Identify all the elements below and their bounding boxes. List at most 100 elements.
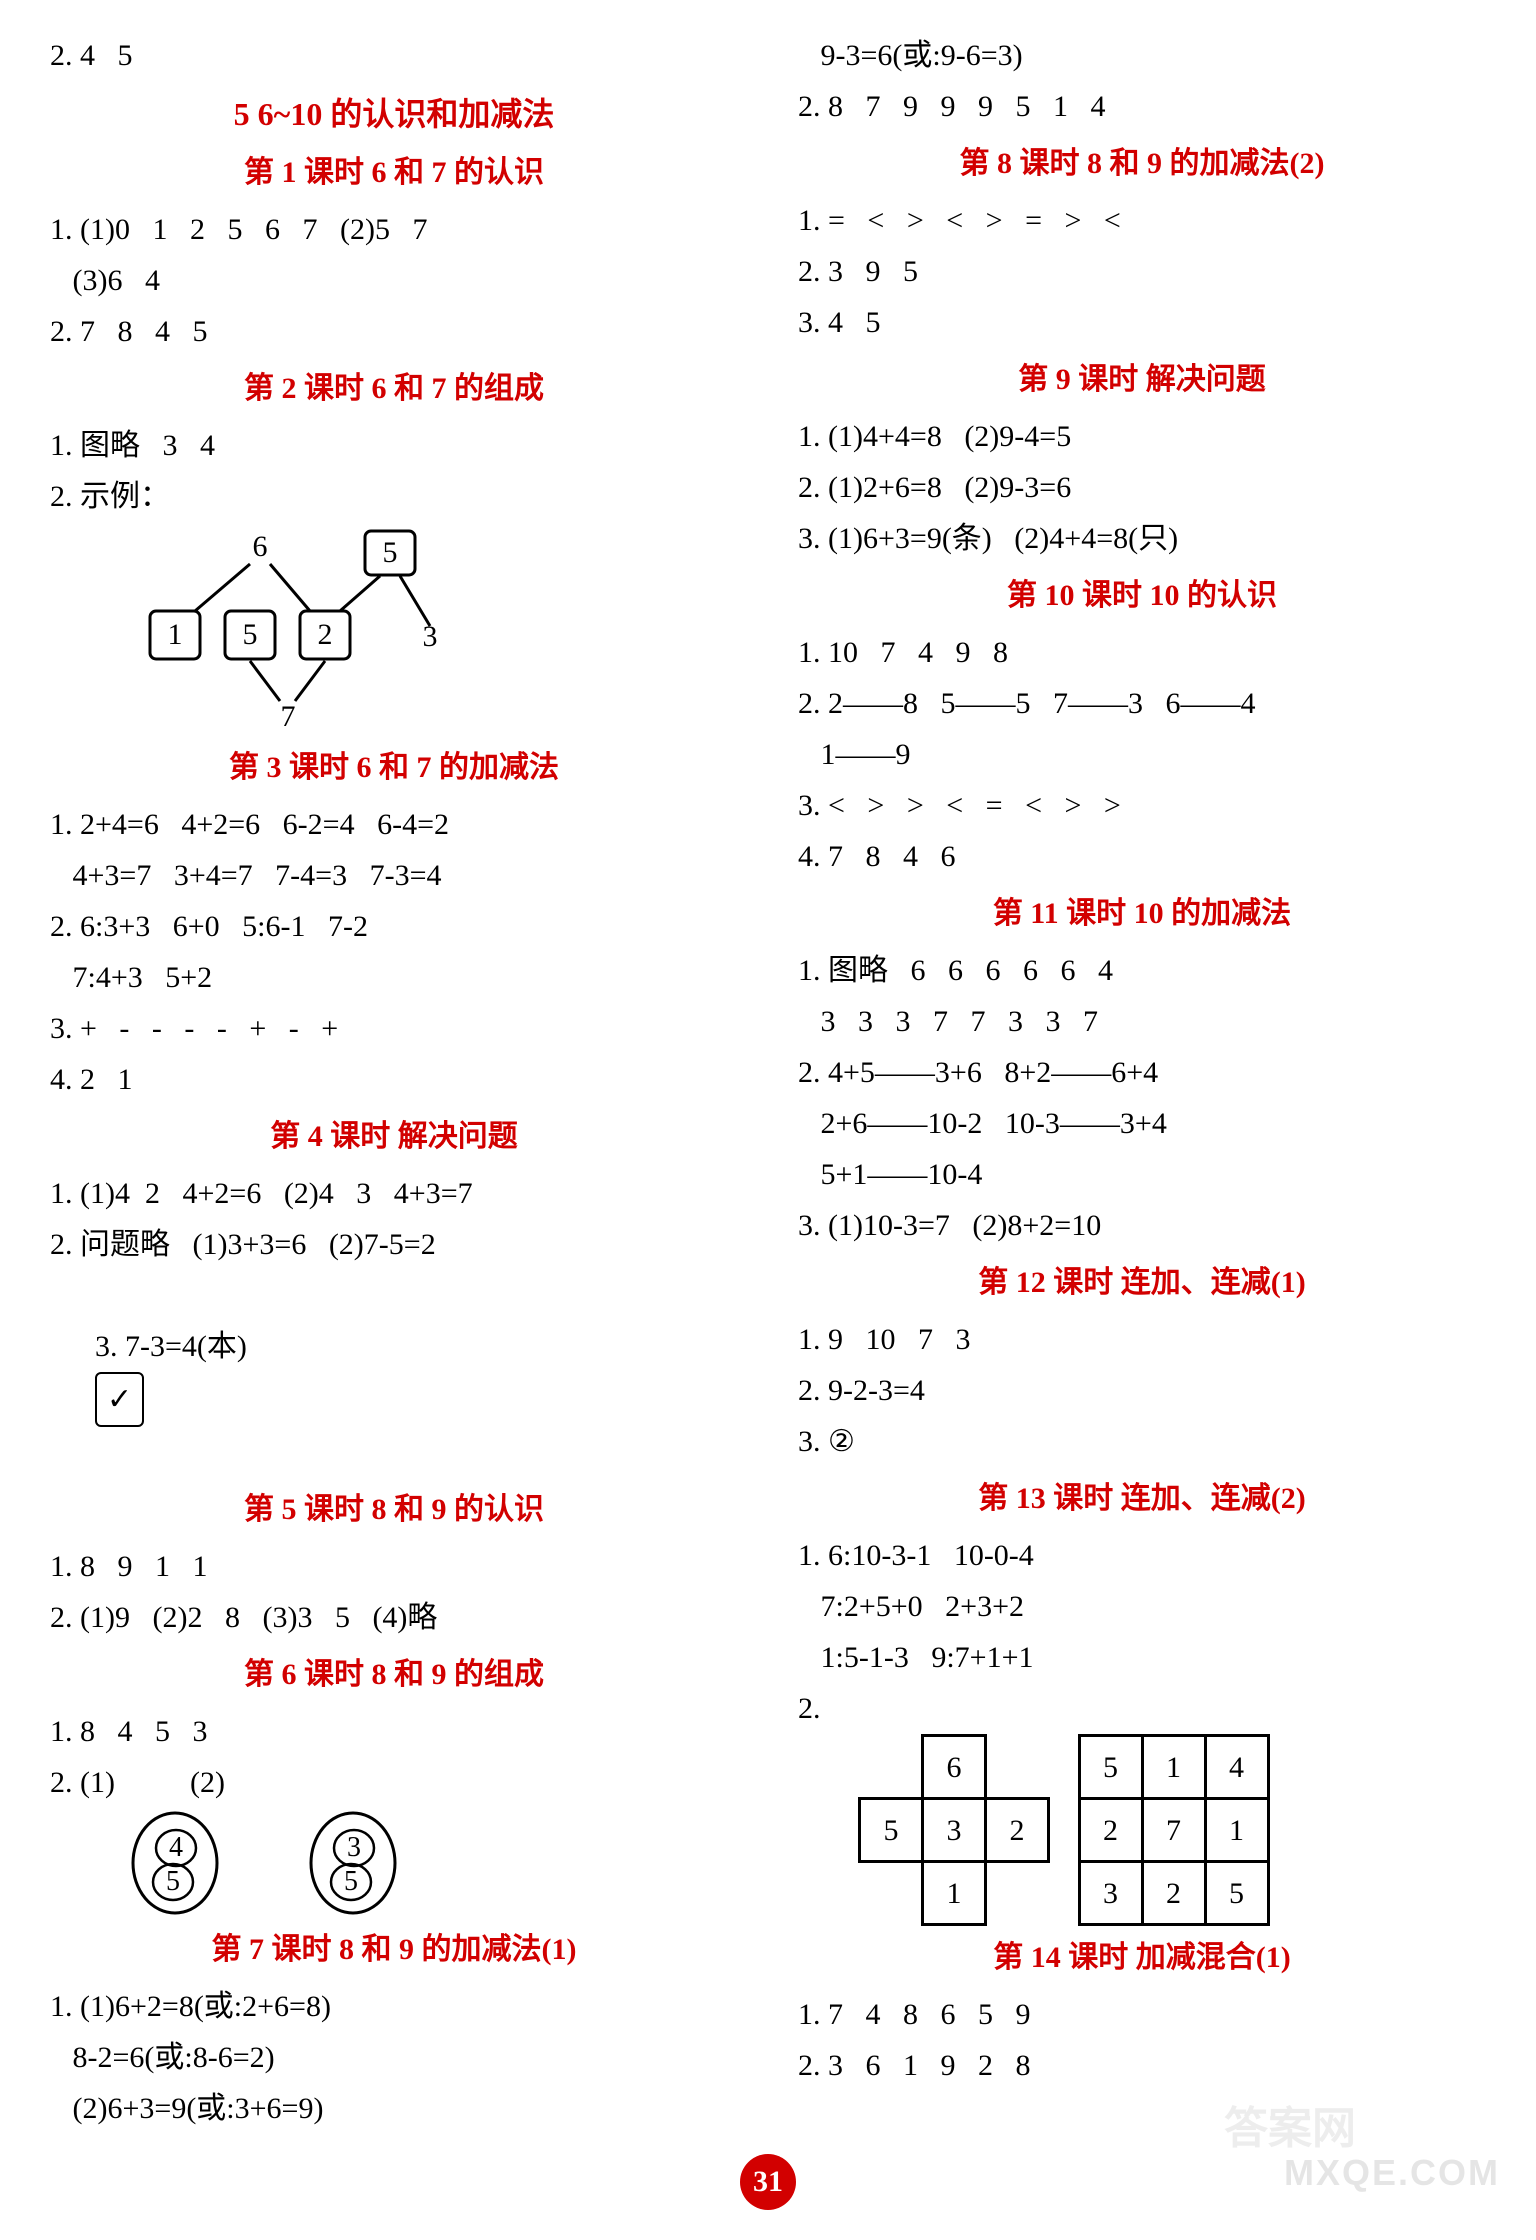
text-line: 2. (1)9 (2)2 8 (3)3 5 (4)略 <box>50 1592 738 1643</box>
circle-diagram-row: 45 35 <box>90 1808 738 1918</box>
table-cell: 2 <box>1142 1862 1205 1925</box>
svg-text:5: 5 <box>344 1866 358 1897</box>
text-line: 2. 3 9 5 <box>798 246 1486 297</box>
text-line: 1. 9 10 7 3 <box>798 1314 1486 1365</box>
svg-text:7: 7 <box>281 700 296 733</box>
lesson-title: 第 3 课时 6 和 7 的加减法 <box>50 742 738 793</box>
circle-diagram: 35 <box>298 1808 408 1918</box>
lesson-title: 第 9 课时 解决问题 <box>798 354 1486 405</box>
table-cell: 6 <box>923 1736 986 1799</box>
text-line: (2)6+3=9(或:3+6=9) <box>50 2083 738 2134</box>
text-line: 2. 7 8 4 5 <box>50 306 738 357</box>
text-line: 2. 示例： <box>50 471 738 522</box>
text-line: 2. <box>798 1683 1486 1734</box>
answer-text: 3. 7-3=4(本) <box>95 1330 247 1363</box>
text-line: 1. 8 9 1 1 <box>50 1541 738 1592</box>
svg-text:5: 5 <box>166 1866 180 1897</box>
lesson-title: 第 6 课时 8 和 9 的组成 <box>50 1649 738 1700</box>
lesson-title: 第 11 课时 10 的加减法 <box>798 888 1486 939</box>
page-number: 31 <box>740 2154 796 2210</box>
plus-table: 6 532 1 <box>858 1734 1050 1926</box>
text-line: 1. 2+4=6 4+2=6 6-2=4 6-4=2 <box>50 799 738 850</box>
text-line: 1. (1)0 1 2 5 6 7 (2)5 7 <box>50 204 738 255</box>
text-line: 3 3 3 7 7 3 3 7 <box>798 996 1486 1047</box>
text-line: 3. (1)10-3=7 (2)8+2=10 <box>798 1200 1486 1251</box>
text-line: 1. 图略 6 6 6 6 6 4 <box>798 945 1486 996</box>
text-line: 2. 9-2-3=4 <box>798 1365 1486 1416</box>
text-line: 1. 6:10-3-1 10-0-4 <box>798 1530 1486 1581</box>
text-line: 3. (1)6+3=9(条) (2)4+4=8(只) <box>798 513 1486 564</box>
chapter-title: 5 6~10 的认识和加减法 <box>50 87 738 141</box>
table-cell: 5 <box>1079 1736 1142 1799</box>
text-line: 2. 2——8 5——5 7——3 6——4 <box>798 678 1486 729</box>
svg-text:5: 5 <box>243 618 258 651</box>
text-line: 3. 7-3=4(本) ✓ <box>50 1270 738 1478</box>
text-line: 1. 8 4 5 3 <box>50 1706 738 1757</box>
table-cell: 3 <box>1079 1862 1142 1925</box>
text-line: 2. 4+5——3+6 8+2——6+4 <box>798 1047 1486 1098</box>
text-line: 4. 2 1 <box>50 1054 738 1105</box>
table-cell: 2 <box>986 1799 1049 1862</box>
lesson-title: 第 5 课时 8 和 9 的认识 <box>50 1484 738 1535</box>
text-line: 5+1——10-4 <box>798 1149 1486 1200</box>
lesson-title: 第 2 课时 6 和 7 的组成 <box>50 363 738 414</box>
text-line: 7:4+3 5+2 <box>50 952 738 1003</box>
text-line: 2+6——10-2 10-3——3+4 <box>798 1098 1486 1149</box>
tables-row: 6 532 1 514 271 325 <box>848 1734 1486 1926</box>
svg-text:3: 3 <box>423 620 438 653</box>
svg-text:5: 5 <box>383 536 398 569</box>
text-line: 7:2+5+0 2+3+2 <box>798 1581 1486 1632</box>
table-cell: 4 <box>1205 1736 1268 1799</box>
text-line: 1. (1)4 2 4+2=6 (2)4 3 4+3=7 <box>50 1168 738 1219</box>
text-line: 2. 8 7 9 9 9 5 1 4 <box>798 81 1486 132</box>
table-cell: 5 <box>860 1799 923 1862</box>
text-line: 1. = < > < > = > < <box>798 195 1486 246</box>
svg-text:3: 3 <box>347 1832 361 1863</box>
lesson-title: 第 14 课时 加减混合(1) <box>798 1932 1486 1983</box>
text-line: 1——9 <box>798 729 1486 780</box>
composition-diagram: 6 5 1 5 2 3 7 <box>110 526 738 736</box>
lesson-title: 第 10 课时 10 的认识 <box>798 570 1486 621</box>
text-line: 2. 3 6 1 9 2 8 <box>798 2040 1486 2091</box>
check-mark-icon: ✓ <box>95 1372 144 1427</box>
text-line: 4. 7 8 4 6 <box>798 831 1486 882</box>
lesson-title: 第 7 课时 8 和 9 的加减法(1) <box>50 1924 738 1975</box>
text-line: (3)6 4 <box>50 255 738 306</box>
table-cell: 1 <box>1142 1736 1205 1799</box>
text-line: 8-2=6(或:8-6=2) <box>50 2032 738 2083</box>
table-cell: 3 <box>923 1799 986 1862</box>
table-cell: 1 <box>923 1862 986 1925</box>
svg-text:4: 4 <box>169 1832 183 1863</box>
text-line: 1. 7 4 8 6 5 9 <box>798 1989 1486 2040</box>
table-cell: 1 <box>1205 1799 1268 1862</box>
text-line: 3. < > > < = < > > <box>798 780 1486 831</box>
lesson-title: 第 13 课时 连加、连减(2) <box>798 1473 1486 1524</box>
text-line: 3. + - - - - + - + <box>50 1003 738 1054</box>
lesson-title: 第 8 课时 8 和 9 的加减法(2) <box>798 138 1486 189</box>
text-line: 1:5-1-3 9:7+1+1 <box>798 1632 1486 1683</box>
text-line: 2. (1) (2) <box>50 1757 738 1808</box>
square-table: 514 271 325 <box>1078 1734 1270 1926</box>
svg-text:1: 1 <box>168 618 183 651</box>
svg-text:2: 2 <box>318 618 333 651</box>
svg-text:6: 6 <box>253 530 268 563</box>
table-cell: 5 <box>1205 1862 1268 1925</box>
text-line: 3. ② <box>798 1416 1486 1467</box>
text-line: 4+3=7 3+4=7 7-4=3 7-3=4 <box>50 850 738 901</box>
left-column: 2. 4 5 5 6~10 的认识和加减法 第 1 课时 6 和 7 的认识 1… <box>50 30 738 2134</box>
text-line: 2. 问题略 (1)3+3=6 (2)7-5=2 <box>50 1219 738 1270</box>
text-line: 2. 4 5 <box>50 30 738 81</box>
lesson-title: 第 12 课时 连加、连减(1) <box>798 1257 1486 1308</box>
circle-diagram: 45 <box>120 1808 230 1918</box>
lesson-title: 第 1 课时 6 和 7 的认识 <box>50 147 738 198</box>
lesson-title: 第 4 课时 解决问题 <box>50 1111 738 1162</box>
text-line: 3. 4 5 <box>798 297 1486 348</box>
text-line: 2. 6:3+3 6+0 5:6-1 7-2 <box>50 901 738 952</box>
text-line: 2. (1)2+6=8 (2)9-3=6 <box>798 462 1486 513</box>
text-line: 1. 10 7 4 9 8 <box>798 627 1486 678</box>
text-line: 1. (1)6+2=8(或:2+6=8) <box>50 1981 738 2032</box>
table-cell: 7 <box>1142 1799 1205 1862</box>
table-cell: 2 <box>1079 1799 1142 1862</box>
text-line: 1. 图略 3 4 <box>50 420 738 471</box>
text-line: 1. (1)4+4=8 (2)9-4=5 <box>798 411 1486 462</box>
